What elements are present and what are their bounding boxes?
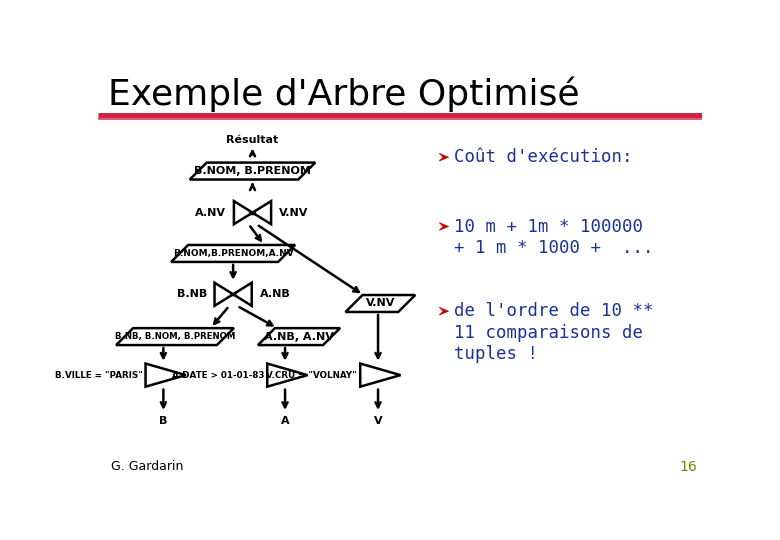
Text: A.NV: A.NV: [195, 208, 226, 218]
Polygon shape: [439, 222, 448, 231]
Text: de l'ordre de 10 **: de l'ordre de 10 **: [454, 302, 654, 320]
Text: =: =: [248, 208, 257, 218]
Text: V.CRU = "VOLNAY": V.CRU = "VOLNAY": [267, 370, 357, 380]
Text: Exemple d'Arbre Optimisé: Exemple d'Arbre Optimisé: [108, 76, 580, 112]
Text: =: =: [229, 290, 238, 300]
Text: tuples !: tuples !: [454, 345, 538, 363]
Text: V.NV: V.NV: [366, 299, 395, 308]
Text: V: V: [374, 416, 382, 426]
Text: A: A: [281, 416, 289, 426]
Text: B.NOM,B.PRENOM,A.NV: B.NOM,B.PRENOM,A.NV: [172, 249, 293, 258]
Text: B: B: [159, 416, 168, 426]
Text: B.NB: B.NB: [176, 289, 207, 299]
Polygon shape: [439, 153, 448, 161]
Text: A.DATE > 01-01-83: A.DATE > 01-01-83: [172, 370, 264, 380]
Text: B.NOM, B.PRENOM: B.NOM, B.PRENOM: [194, 166, 311, 176]
Text: B.NB, B.NOM, B.PRENOM: B.NB, B.NOM, B.PRENOM: [115, 332, 236, 341]
Polygon shape: [439, 307, 448, 315]
Text: 11 comparaisons de: 11 comparaisons de: [454, 324, 643, 342]
Text: A.NB: A.NB: [260, 289, 290, 299]
Text: 16: 16: [679, 460, 697, 474]
Text: + 1 m * 1000 +  ...: + 1 m * 1000 + ...: [454, 239, 654, 257]
Text: G. Gardarin: G. Gardarin: [112, 460, 184, 473]
Text: Résultat: Résultat: [226, 135, 278, 145]
Text: V.NV: V.NV: [279, 208, 308, 218]
Text: Coût d'exécution:: Coût d'exécution:: [454, 148, 633, 166]
Text: B.VILLE = "PARIS": B.VILLE = "PARIS": [55, 370, 143, 380]
Text: 10 m + 1m * 100000: 10 m + 1m * 100000: [454, 218, 643, 235]
Text: A.NB, A.NV: A.NB, A.NV: [264, 332, 334, 342]
